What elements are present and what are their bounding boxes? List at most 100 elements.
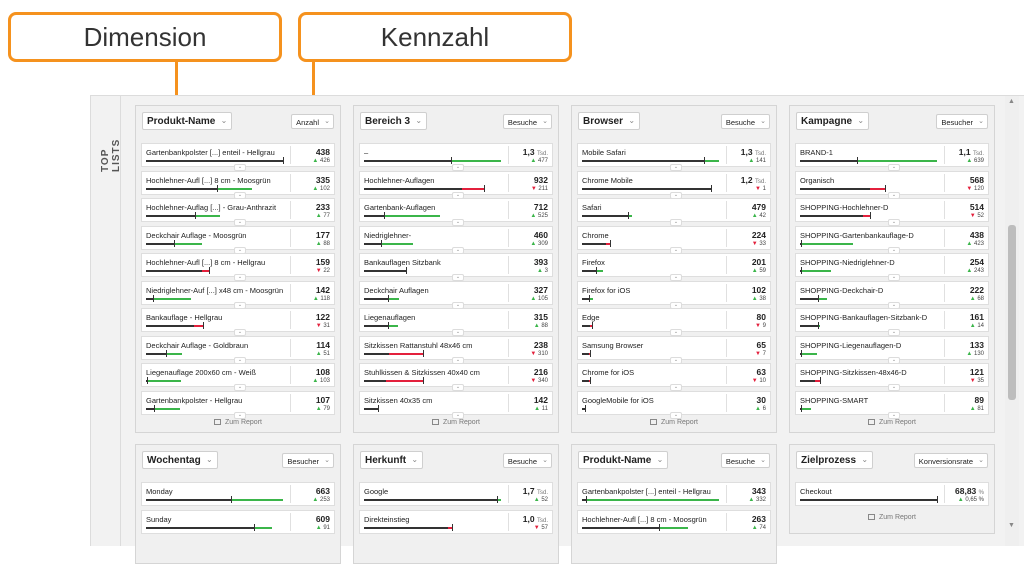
expand-chevron-icon[interactable]: ⌄ <box>234 411 246 419</box>
list-item[interactable]: SHOPPING-Deckchair-D 222 ▲ 68 ⌄ <box>795 280 989 309</box>
list-item[interactable]: SHOPPING-Liegenauflagen-D 133 ▲ 130 ⌄ <box>795 335 989 364</box>
expand-chevron-icon[interactable]: ⌄ <box>888 411 900 419</box>
column-divider <box>944 256 945 274</box>
value-bar <box>582 184 722 192</box>
list-item[interactable]: GoogleMobile for iOS 30 ▲ 6 ⌄ <box>577 390 771 419</box>
list-item[interactable]: Samsung Browser 65 ▼ 7 ⌄ <box>577 335 771 364</box>
list-item[interactable]: Gartenbankpolster - Hellgrau 107 ▲ 79 ⌄ <box>141 390 335 419</box>
list-item[interactable]: SHOPPING-Hochlehner-D 514 ▼ 52 ⌄ <box>795 198 989 226</box>
metric-select[interactable]: Besuche ⌄ <box>502 114 552 129</box>
value-bar <box>146 212 286 219</box>
list-item[interactable]: Organisch 568 ▼ 120 ⌄ <box>795 170 989 199</box>
list-item[interactable]: Sitzkissen Rattanstuhl 48x46 cm 238 ▼ 310 ⌄ <box>359 335 553 364</box>
list-item[interactable]: Chrome Mobile 1,2 Tsd. ▼ 1 ⌄ <box>577 170 771 199</box>
dimension-select[interactable]: Produkt-Name ⌄ <box>142 112 233 130</box>
metric-select[interactable]: Besucher ⌄ <box>282 453 334 468</box>
list-item-value: 568 <box>970 175 984 185</box>
list-item[interactable]: Gartenbankpolster [...] enteil - Hellgra… <box>141 143 335 171</box>
expand-chevron-icon[interactable]: ⌄ <box>670 411 682 419</box>
list-item[interactable]: Sunday 609 ▲ 91 <box>141 509 335 534</box>
list-item[interactable]: Gartenbankpolster [...] enteil - Hellgra… <box>577 482 771 506</box>
report-link[interactable]: Zum Report <box>136 419 340 426</box>
column-divider <box>508 485 509 503</box>
report-link[interactable]: Zum Report <box>572 419 776 426</box>
metric-select[interactable]: Anzahl ⌄ <box>291 114 334 129</box>
top-list-card: Wochentag ⌄ Besucher ⌄ Monday 663 ▲ 253 Sunday 6… <box>135 444 341 564</box>
list-item[interactable]: Niedriglehner-Auf [...] x48 cm - Moosgrü… <box>141 280 335 309</box>
scrollbar-thumb[interactable] <box>1008 225 1016 400</box>
column-divider <box>290 146 291 164</box>
scroll-up-icon[interactable]: ▲ <box>1008 98 1015 105</box>
list-item-value: 65 <box>757 340 766 350</box>
chevron-down-icon: ⌄ <box>542 118 548 125</box>
list-item[interactable]: Hochlehner-Aufl [...] 8 cm - Moosgrün 335… <box>141 170 335 199</box>
list-item-value: 438 <box>316 147 330 157</box>
list-item[interactable]: SHOPPING-Bankauflagen-Sitzbank-D 161 ▲ 14 ⌄ <box>795 308 989 336</box>
metric-select[interactable]: Besuche ⌄ <box>720 114 770 129</box>
list-item[interactable]: Hochlehner-Aufl [...] 8 cm - Hellgrau 159… <box>141 253 335 281</box>
scroll-down-icon[interactable]: ▼ <box>1008 522 1015 529</box>
metric-select[interactable]: Besuche ⌄ <box>720 453 770 468</box>
report-link[interactable]: Zum Report <box>354 419 558 426</box>
triangle-down-icon: ▼ <box>966 185 974 192</box>
list-item[interactable]: Safari 479 ▲ 42 ⌄ <box>577 198 771 226</box>
report-link[interactable]: Zum Report <box>790 419 994 426</box>
dimension-select[interactable]: Bereich 3 ⌄ <box>360 112 428 130</box>
change-bar <box>703 160 720 162</box>
list-item[interactable]: Bankauflagen Sitzbank 393 ▲ 3 ⌄ <box>359 253 553 281</box>
list-item[interactable]: BRAND-1 1,1 Tsd. ▲ 639 ⌄ <box>795 143 989 171</box>
triangle-up-icon: ▲ <box>312 497 320 503</box>
metric-select[interactable]: Besucher ⌄ <box>936 114 988 129</box>
list-item[interactable]: Edge 80 ▼ 9 ⌄ <box>577 308 771 336</box>
list-item[interactable]: Gartenbank-Auflagen 712 ▲ 525 ⌄ <box>359 198 553 226</box>
dimension-select[interactable]: Kampagne ⌄ <box>796 112 870 130</box>
list-item[interactable]: Checkout 68,83 % ▲ 0,65 % <box>795 482 989 506</box>
list-item[interactable]: Hochlehner-Auflagen 932 ▼ 211 ⌄ <box>359 170 553 199</box>
list-item[interactable]: SHOPPING-Niedriglehner-D 254 ▲ 243 ⌄ <box>795 253 989 281</box>
list-item[interactable]: SHOPPING-SMART 89 ▲ 81 ⌄ <box>795 390 989 419</box>
list-item[interactable]: Liegenauflage 200x60 cm - Weiß 108 ▲ 103 ⌄ <box>141 363 335 391</box>
list-item[interactable]: Google 1,7 Tsd. ▲ 52 <box>359 482 553 506</box>
dimension-select-label: Wochentag <box>147 455 201 466</box>
list-item[interactable]: Bankauflage - Hellgrau 122 ▼ 31 ⌄ <box>141 308 335 336</box>
dimension-select-label: Zielprozess <box>801 455 857 466</box>
metric-select[interactable]: Besuche ⌄ <box>502 453 552 468</box>
list-item[interactable]: Firefox for iOS 102 ▲ 38 ⌄ <box>577 280 771 309</box>
dimension-select[interactable]: Wochentag ⌄ <box>142 451 218 469</box>
dimension-select[interactable]: Herkunft ⌄ <box>360 451 424 469</box>
list-item[interactable]: Chrome 224 ▼ 33 ⌄ <box>577 225 771 254</box>
list-item[interactable]: Monday 663 ▲ 253 <box>141 482 335 506</box>
list-item[interactable]: Direkteinstieg 1,0 Tsd. ▼ 57 <box>359 509 553 534</box>
list-item[interactable]: SHOPPING-Sitzkissen-48x46-D 121 ▼ 35 ⌄ <box>795 363 989 391</box>
list-item[interactable]: Hochlehner-Auflag [...] - Grau-Anthrazit… <box>141 198 335 226</box>
metric-select[interactable]: Konversionsrate ⌄ <box>913 453 988 468</box>
top-list-card: Produkt-Name ⌄ Anzahl ⌄ Gartenbankpolster [.… <box>135 105 341 433</box>
report-link[interactable]: Zum Report <box>790 514 994 521</box>
list-item-value: 159 <box>316 257 330 267</box>
metric-select-label: Besuche <box>725 118 755 127</box>
list-item[interactable]: Deckchair Auflagen 327 ▲ 105 ⌄ <box>359 280 553 309</box>
list-item[interactable]: Hochlehner-Aufl [...] 8 cm - Moosgrün 263… <box>577 509 771 534</box>
value-number: 89 <box>974 394 984 405</box>
dimension-select[interactable]: Browser ⌄ <box>578 112 641 130</box>
value-bar-fill <box>364 242 381 245</box>
list-item[interactable]: Stuhlkissen & Sitzkissen 40x40 cm 216 ▼ 34… <box>359 363 553 391</box>
value-bar <box>364 239 504 247</box>
list-item[interactable]: Mobile Safari 1,3 Tsd. ▲ 141 ⌄ <box>577 143 771 171</box>
list-item[interactable]: –1,3 Tsd. ▲ 477 ⌄ <box>359 143 553 171</box>
list-item[interactable]: Chrome for iOS 63 ▼ 10 ⌄ <box>577 363 771 391</box>
list-item[interactable]: Niedriglehner- 460 ▲ 309 ⌄ <box>359 225 553 254</box>
list-item[interactable]: Liegenauflagen 315 ▲ 88 ⌄ <box>359 308 553 336</box>
list-item[interactable]: SHOPPING-Gartenbankauflage-D 438 ▲ 423 ⌄ <box>795 225 989 254</box>
dimension-select[interactable]: Zielprozess ⌄ <box>796 451 874 469</box>
previous-value-tick <box>628 212 630 219</box>
column-divider <box>290 366 291 384</box>
expand-chevron-icon[interactable]: ⌄ <box>452 411 464 419</box>
value-bar-fill <box>800 380 816 382</box>
dimension-select[interactable]: Produkt-Name ⌄ <box>578 451 669 469</box>
list-item[interactable]: Deckchair Auflage - Moosgrün 177 ▲ 88 ⌄ <box>141 225 335 254</box>
change-indicator: ▲ 0,65 % <box>958 497 984 503</box>
list-item[interactable]: Deckchair Auflage - Goldbraun 114 ▲ 51 ⌄ <box>141 335 335 364</box>
list-item[interactable]: Sitzkissen 40x35 cm 142 ▲ 11 ⌄ <box>359 390 553 419</box>
list-item[interactable]: Firefox 201 ▲ 59 ⌄ <box>577 253 771 281</box>
